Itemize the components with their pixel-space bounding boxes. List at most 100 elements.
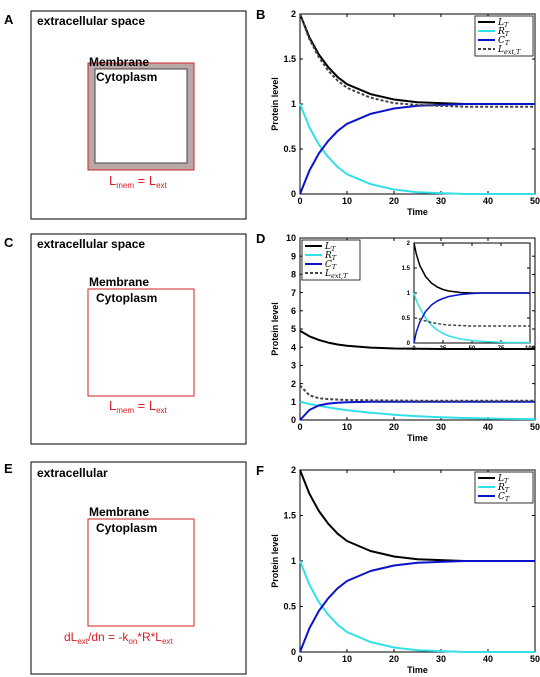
legend-label-l-t: LT [497, 474, 509, 485]
series-line-c-t [299, 103, 535, 195]
membrane-label-e: Membrane [89, 505, 149, 519]
x-tick-label: 0 [412, 346, 416, 352]
y-tick-label: 2 [291, 9, 296, 19]
x-tick-label: 20 [389, 422, 399, 432]
x-axis-label: Time [407, 665, 428, 675]
legend-label-r-t: RT [497, 27, 510, 38]
y-tick-label: 0 [407, 341, 411, 347]
y-tick-label: 9 [291, 251, 296, 261]
y-tick-label: 5 [291, 324, 296, 334]
membrane-boundary-c [87, 288, 195, 397]
x-tick-label: 40 [483, 422, 493, 432]
y-tick-label: 2 [407, 241, 411, 247]
cytoplasm-label-c: Cytoplasm [96, 291, 157, 305]
legend-label-l-ext-t: Lext,T [324, 269, 348, 280]
y-tick-label: 1 [291, 397, 296, 407]
y-tick-label: 1 [291, 556, 296, 566]
x-tick-label: 20 [389, 196, 399, 206]
x-tick-label: 0 [297, 422, 302, 432]
boundary-condition-e: dLext/dn = -kon*R*Lext [64, 630, 173, 646]
series-line-l-ext-t [299, 384, 535, 402]
boundary-condition-a: Lmem = Lext [109, 173, 168, 190]
x-tick-label: 50 [530, 654, 540, 664]
x-tick-label: 30 [436, 422, 446, 432]
x-tick-label: 25 [440, 346, 447, 352]
y-tick-label: 1 [407, 291, 411, 297]
y-tick-label: 1.5 [402, 266, 411, 272]
legend-label-l-t: LT [324, 242, 336, 253]
panel-letter-c: C [4, 235, 14, 250]
y-axis-label: Protein level [270, 534, 280, 588]
extracellular-box-a [30, 10, 247, 220]
membrane-label-a: Membrane [89, 55, 149, 69]
x-tick-label: 100 [525, 346, 536, 352]
y-tick-label: 0 [291, 415, 296, 425]
panel-e: E extracellular Membrane Cytoplasm dLext… [4, 461, 247, 675]
y-tick-label: 1.5 [283, 54, 296, 64]
series-line-r-t [299, 400, 536, 421]
legend-label-c-t: CT [498, 492, 510, 503]
series-line-r-t [413, 292, 530, 344]
x-tick-label: 10 [342, 654, 352, 664]
y-axis-label: Protein level [270, 302, 280, 356]
series-line-c-t [299, 400, 535, 421]
series-line-l-ext-t [414, 317, 530, 327]
extracellular-box-c [30, 233, 247, 445]
boundary-condition-c: Lmem = Lext [109, 398, 168, 415]
legend-label-l-t: LT [497, 18, 509, 29]
y-tick-label: 8 [291, 270, 296, 280]
chart-b: B 0 10 20 30 40 50 0 0.5 1 1.5 2 Time Protein level LT… [256, 7, 540, 217]
cytoplasm-label-a: Cytoplasm [96, 70, 157, 84]
membrane-label-c: Membrane [89, 275, 149, 289]
cytoplasm-label-e: Cytoplasm [96, 521, 157, 535]
cytoplasm-box-a [94, 68, 188, 164]
panel-letter-b: B [256, 7, 265, 22]
extracellular-box-e [30, 461, 247, 675]
x-tick-label: 50 [530, 196, 540, 206]
y-axis-label: Protein level [270, 77, 280, 131]
y-tick-label: 0 [291, 189, 296, 199]
x-tick-label: 30 [436, 196, 446, 206]
region-label-a: extracellular space [37, 14, 145, 28]
x-tick-label: 10 [342, 196, 352, 206]
y-tick-label: 0.5 [283, 144, 296, 154]
series-line-c-t [299, 560, 535, 653]
legend-label-r-t: RT [497, 483, 510, 494]
y-tick-label: 1 [291, 99, 296, 109]
y-tick-label: 3 [291, 361, 296, 371]
x-tick-label: 0 [297, 654, 302, 664]
series-line-r-t [299, 103, 535, 195]
series-line-l-ext-t [299, 13, 535, 108]
x-tick-label: 75 [498, 346, 505, 352]
x-tick-label: 50 [469, 346, 476, 352]
y-tick-label: 4 [291, 342, 296, 352]
panel-letter-a: A [4, 12, 14, 27]
legend-label-l-ext-t: Lext,T [497, 45, 521, 56]
series-line-l-t [299, 329, 535, 350]
x-tick-label: 40 [483, 196, 493, 206]
legend-label-c-t: CT [498, 36, 510, 47]
region-label-c: extracellular space [37, 237, 145, 251]
x-tick-label: 10 [342, 422, 352, 432]
chart-f: F 0 10 20 30 40 50 0 0.5 1 1.5 2 Time Protein level LT… [256, 463, 540, 675]
y-tick-label: 6 [291, 306, 296, 316]
x-tick-label: 30 [436, 654, 446, 664]
x-tick-label: 20 [389, 654, 399, 664]
panel-letter-e: E [4, 461, 13, 476]
region-label-e: extracellular [37, 466, 108, 480]
series-line-c-t [413, 292, 530, 344]
y-tick-label: 2 [291, 379, 296, 389]
membrane-boundary-e [87, 518, 195, 627]
panel-letter-d: D [256, 231, 265, 246]
panel-c: C extracellular space Membrane Cytoplasm… [4, 233, 247, 445]
panel-letter-f: F [256, 463, 264, 478]
x-tick-label: 0 [297, 196, 302, 206]
y-tick-label: 1.5 [283, 511, 296, 521]
panel-a: A extracellular space Membrane Cytoplasm… [4, 10, 247, 220]
legend-label-c-t: CT [325, 260, 337, 271]
x-axis-label: Time [407, 433, 428, 443]
x-tick-label: 50 [530, 422, 540, 432]
y-tick-label: 0 [291, 647, 296, 657]
